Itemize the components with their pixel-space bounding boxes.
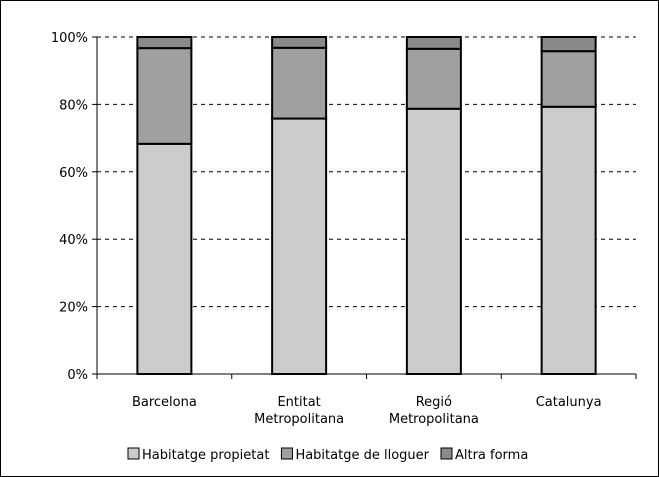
bar-segment <box>136 36 193 50</box>
y-tick-label: 20% <box>59 301 88 316</box>
bar-segment <box>136 142 193 375</box>
x-category-label: Barcelona <box>132 395 197 410</box>
legend-swatch <box>440 447 453 460</box>
y-tick-label: 0% <box>67 368 88 383</box>
legend-label: Habitatge propietat <box>142 448 269 463</box>
bar-segment <box>540 50 597 108</box>
bar-segment <box>405 36 462 50</box>
bar-segment <box>136 47 193 145</box>
legend-swatch <box>280 447 293 460</box>
bar-segment <box>540 36 597 53</box>
y-tick-label: 40% <box>59 233 88 248</box>
legend-swatch <box>127 447 140 460</box>
x-category-label: Metropolitana <box>389 412 479 427</box>
x-category-label: Catalunya <box>536 395 602 410</box>
x-category-label: Metropolitana <box>254 412 344 427</box>
bar-segment <box>271 46 328 120</box>
y-tick-label: 80% <box>59 98 88 113</box>
bar-segment <box>405 47 462 110</box>
legend-label: Altra forma <box>455 448 528 463</box>
y-tick-label: 100% <box>51 31 88 46</box>
bar-segment <box>405 107 462 375</box>
bar-segment <box>540 105 597 375</box>
legend-label: Habitatge de lloguer <box>295 448 429 463</box>
x-category-label: Entitat <box>277 395 320 410</box>
bar-segment <box>271 117 328 375</box>
y-tick-label: 60% <box>59 166 88 181</box>
x-category-label: Regió <box>416 395 452 410</box>
bar-segment <box>271 36 328 49</box>
